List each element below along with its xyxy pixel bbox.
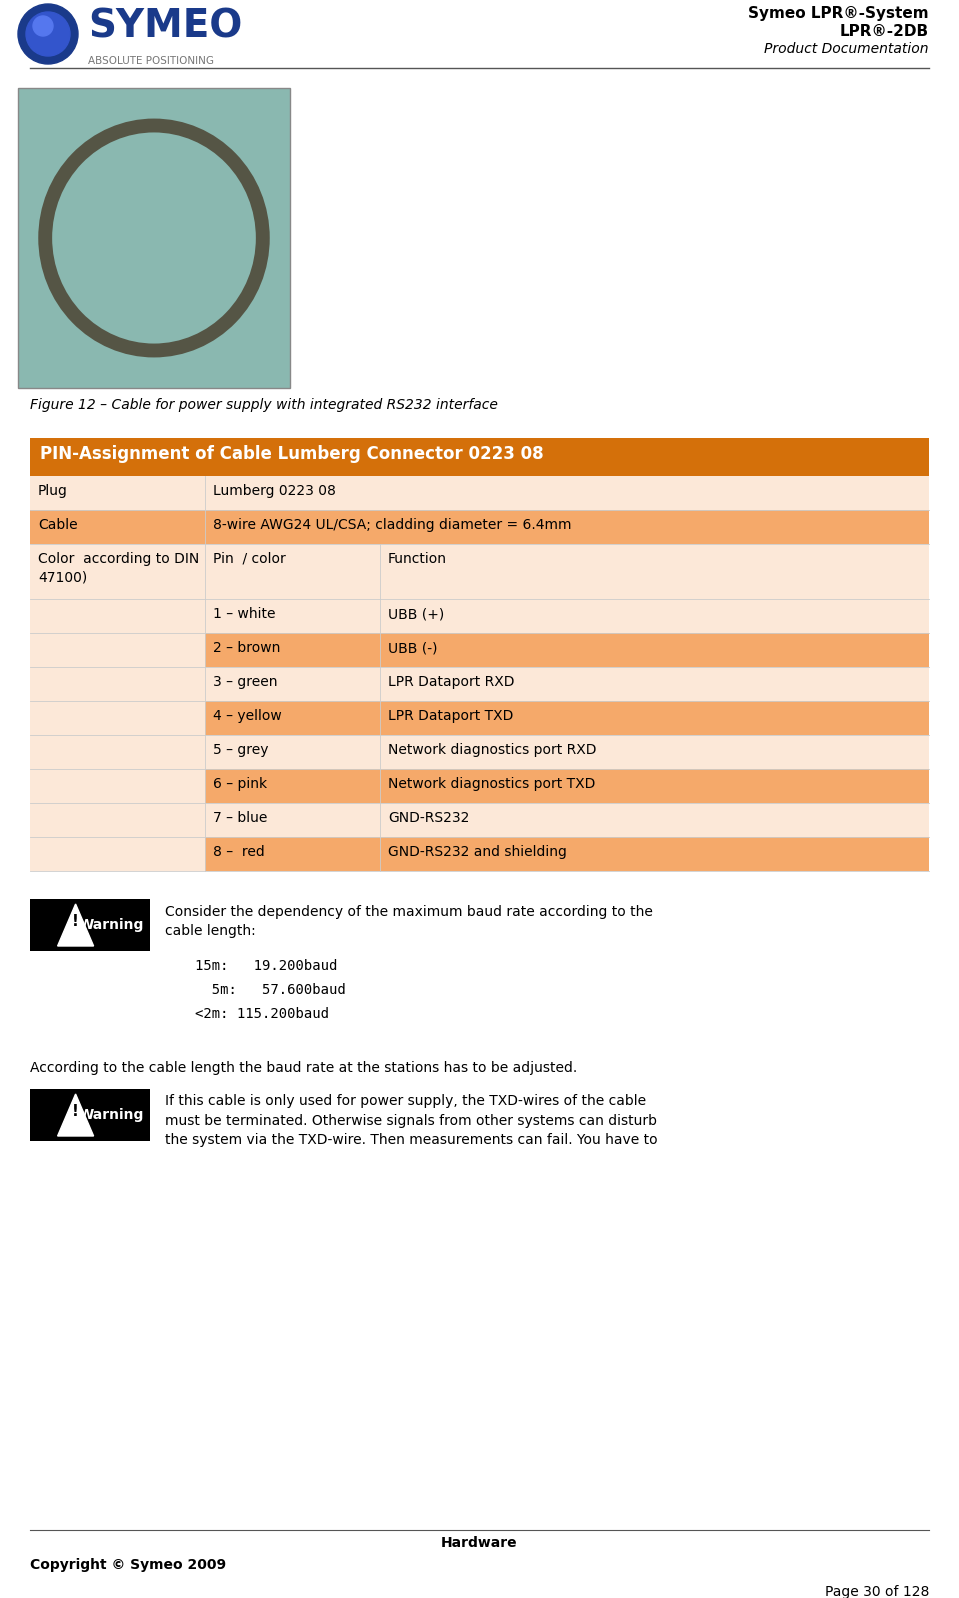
Text: UBB (+): UBB (+) (388, 607, 444, 622)
Text: 8 –  red: 8 – red (213, 845, 265, 860)
Bar (30, 900, 150, 951)
Text: GND-RS232: GND-RS232 (388, 812, 469, 825)
Circle shape (26, 13, 70, 56)
Bar (205, 702, 929, 735)
Text: According to the cable length the baud rate at the stations has to be adjusted.: According to the cable length the baud r… (30, 1061, 577, 1075)
Bar (18, 88, 290, 388)
Text: Copyright © Symeo 2009: Copyright © Symeo 2009 (30, 1558, 226, 1572)
Text: 3 – green: 3 – green (213, 674, 277, 689)
Text: Symeo LPR®-System: Symeo LPR®-System (748, 6, 929, 21)
Bar (30, 804, 929, 837)
Bar (205, 599, 929, 633)
Text: Network diagnostics port TXD: Network diagnostics port TXD (388, 777, 596, 791)
Text: Cable: Cable (38, 518, 78, 532)
Text: Network diagnostics port RXD: Network diagnostics port RXD (388, 743, 596, 757)
Text: 1 – white: 1 – white (213, 607, 275, 622)
Text: 8-wire AWG24 UL/CSA; cladding diameter = 6.4mm: 8-wire AWG24 UL/CSA; cladding diameter =… (213, 518, 572, 532)
Text: <2m: 115.200baud: <2m: 115.200baud (195, 1007, 329, 1021)
Polygon shape (58, 1095, 94, 1136)
Bar (205, 666, 929, 702)
Circle shape (33, 16, 53, 37)
Bar (30, 476, 929, 510)
Bar (205, 769, 929, 804)
Text: 7 – blue: 7 – blue (213, 812, 268, 825)
Bar (30, 633, 929, 666)
Bar (205, 804, 929, 837)
Text: !: ! (72, 1104, 79, 1119)
Text: Plug: Plug (38, 484, 68, 499)
Text: 2 – brown: 2 – brown (213, 641, 280, 655)
Bar (30, 702, 929, 735)
Text: ABSOLUTE POSITIONING: ABSOLUTE POSITIONING (88, 56, 214, 66)
Bar (205, 837, 929, 871)
Text: 5m:   57.600baud: 5m: 57.600baud (195, 983, 346, 997)
Bar (30, 837, 929, 871)
Bar (30, 666, 929, 702)
Text: Product Documentation: Product Documentation (764, 42, 929, 56)
Ellipse shape (93, 176, 215, 300)
Bar (205, 633, 929, 666)
Bar (205, 735, 929, 769)
Text: Page 30 of 128: Page 30 of 128 (825, 1585, 929, 1598)
Text: Figure 12 – Cable for power supply with integrated RS232 interface: Figure 12 – Cable for power supply with … (30, 398, 498, 412)
Bar (30, 769, 929, 804)
Circle shape (18, 5, 78, 64)
Bar (30, 1088, 150, 1141)
Text: 15m:   19.200baud: 15m: 19.200baud (195, 959, 338, 973)
Bar (30, 735, 929, 769)
Text: SYMEO: SYMEO (88, 8, 243, 46)
Bar (30, 510, 929, 543)
Text: GND-RS232 and shielding: GND-RS232 and shielding (388, 845, 567, 860)
Text: 6 – pink: 6 – pink (213, 777, 268, 791)
Text: UBB (-): UBB (-) (388, 641, 437, 655)
Bar (30, 543, 929, 599)
Text: Pin  / color: Pin / color (213, 551, 286, 566)
Text: Warning: Warning (79, 1107, 144, 1122)
Bar (30, 438, 929, 476)
Text: Consider the dependency of the maximum baud rate according to the
cable length:: Consider the dependency of the maximum b… (165, 904, 653, 938)
Polygon shape (58, 904, 94, 946)
Text: LPR Dataport RXD: LPR Dataport RXD (388, 674, 514, 689)
Text: !: ! (72, 914, 79, 928)
Text: 4 – yellow: 4 – yellow (213, 710, 282, 722)
Text: LPR®-2DB: LPR®-2DB (840, 24, 929, 38)
Text: 5 – grey: 5 – grey (213, 743, 269, 757)
Text: Warning: Warning (79, 917, 144, 932)
Bar (30, 599, 929, 633)
Text: Hardware: Hardware (441, 1536, 518, 1550)
Text: PIN-Assignment of Cable Lumberg Connector 0223 08: PIN-Assignment of Cable Lumberg Connecto… (40, 444, 544, 463)
Text: LPR Dataport TXD: LPR Dataport TXD (388, 710, 513, 722)
Text: If this cable is only used for power supply, the TXD-wires of the cable
must be : If this cable is only used for power sup… (165, 1095, 658, 1147)
Text: Lumberg 0223 08: Lumberg 0223 08 (213, 484, 336, 499)
Text: Function: Function (388, 551, 447, 566)
Text: Color  according to DIN
47100): Color according to DIN 47100) (38, 551, 199, 585)
